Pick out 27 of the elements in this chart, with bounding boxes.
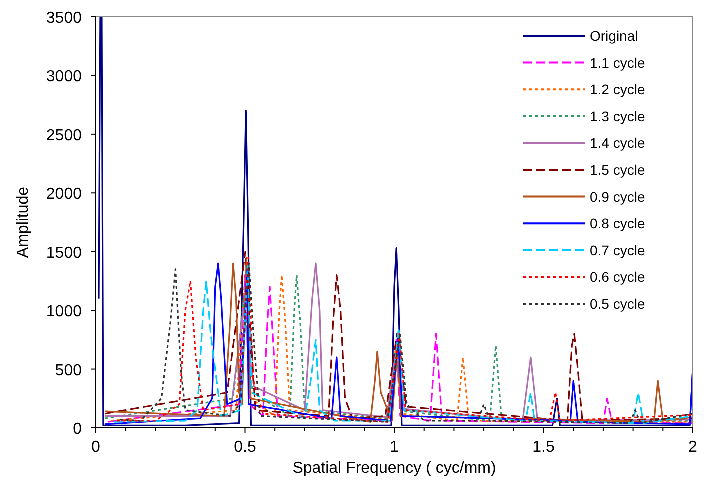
legend-label: 1.5 cycle	[590, 162, 646, 178]
x-tick-label: 0	[92, 439, 101, 456]
legend-label: 0.5 cycle	[590, 296, 646, 312]
x-tick-label: 2	[688, 439, 698, 456]
line-series	[98, 17, 693, 426]
legend-label: 1.2 cycle	[590, 82, 646, 98]
legend-label: 1.3 cycle	[590, 108, 646, 124]
legend-label: 0.8 cycle	[590, 216, 646, 232]
legend-label: 0.7 cycle	[590, 242, 646, 258]
y-tick-label: 3000	[46, 68, 82, 86]
y-tick-label: 500	[55, 362, 82, 380]
legend-label: 1.4 cycle	[590, 135, 646, 152]
y-tick-label: 1000	[46, 304, 82, 321]
y-tick-label: 3500	[46, 10, 82, 27]
x-axis-title: Spatial Frequency ( cyc/mm)	[292, 460, 496, 477]
y-tick-label: 2000	[46, 186, 82, 204]
x-tick-label: 0.5	[234, 439, 256, 456]
legend-label: 0.6 cycle	[590, 269, 646, 286]
x-tick-label: 1.5	[532, 439, 555, 456]
y-axis-title: Amplitude	[15, 186, 32, 258]
legend-label: Original	[590, 28, 638, 44]
y-tick-label: 1500	[46, 244, 82, 262]
y-tick-label: 0	[73, 421, 82, 438]
legend-label: 1.1 cycle	[590, 54, 646, 71]
x-tick-label: 1	[390, 439, 400, 456]
legend-label: 0.9 cycle	[590, 188, 646, 205]
y-tick-label: 2500	[46, 127, 82, 144]
